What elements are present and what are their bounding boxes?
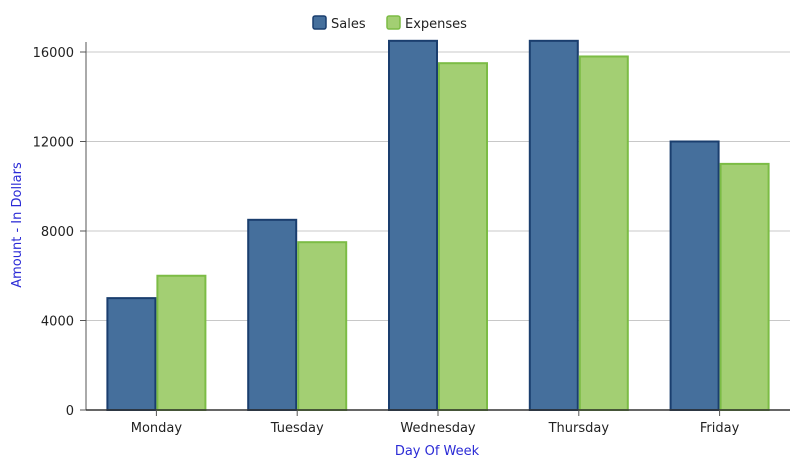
- x-tick-label-wednesday: Wednesday: [400, 421, 476, 436]
- bar-sales-wednesday[interactable]: [388, 39, 438, 411]
- bar-sales-tuesday[interactable]: [247, 218, 298, 411]
- legend-swatch-sales: [312, 15, 327, 30]
- legend-item-sales[interactable]: Sales: [312, 15, 366, 32]
- legend-item-expenses[interactable]: Expenses: [386, 15, 467, 32]
- x-tick-label-thursday: Thursday: [548, 421, 610, 436]
- legend-swatch-expenses: [386, 15, 401, 30]
- legend[interactable]: Sales Expenses: [312, 15, 467, 32]
- y-tick-label-1: 4000: [41, 315, 74, 330]
- x-tick-label-friday: Friday: [700, 421, 740, 436]
- axes: 0 4000 8000 12000 16000 Monday Tuesday Wednesda…: [33, 42, 790, 436]
- y-axis-title: Amount - In Dollars: [10, 162, 25, 288]
- bar-expenses-thursday[interactable]: [578, 55, 629, 411]
- x-axis-title: Day Of Week: [395, 444, 480, 459]
- y-tick-label-3: 12000: [33, 136, 74, 151]
- y-tick-label-2: 8000: [41, 225, 74, 240]
- y-tick-label-0: 0: [66, 404, 74, 419]
- x-tick-label-tuesday: Tuesday: [270, 421, 324, 436]
- bar-expenses-wednesday[interactable]: [438, 62, 488, 411]
- bar-sales-monday[interactable]: [106, 297, 157, 411]
- bar-sales-thursday[interactable]: [528, 39, 579, 411]
- legend-label-sales: Sales: [331, 17, 366, 32]
- bars: [106, 39, 770, 411]
- y-tick-label-4: 16000: [33, 46, 74, 61]
- bar-expenses-friday[interactable]: [719, 162, 770, 411]
- x-tick-label-monday: Monday: [131, 421, 183, 436]
- legend-label-expenses: Expenses: [405, 17, 467, 32]
- bar-expenses-tuesday[interactable]: [297, 241, 348, 411]
- bar-expenses-monday[interactable]: [156, 274, 207, 411]
- bar-sales-friday[interactable]: [669, 140, 720, 411]
